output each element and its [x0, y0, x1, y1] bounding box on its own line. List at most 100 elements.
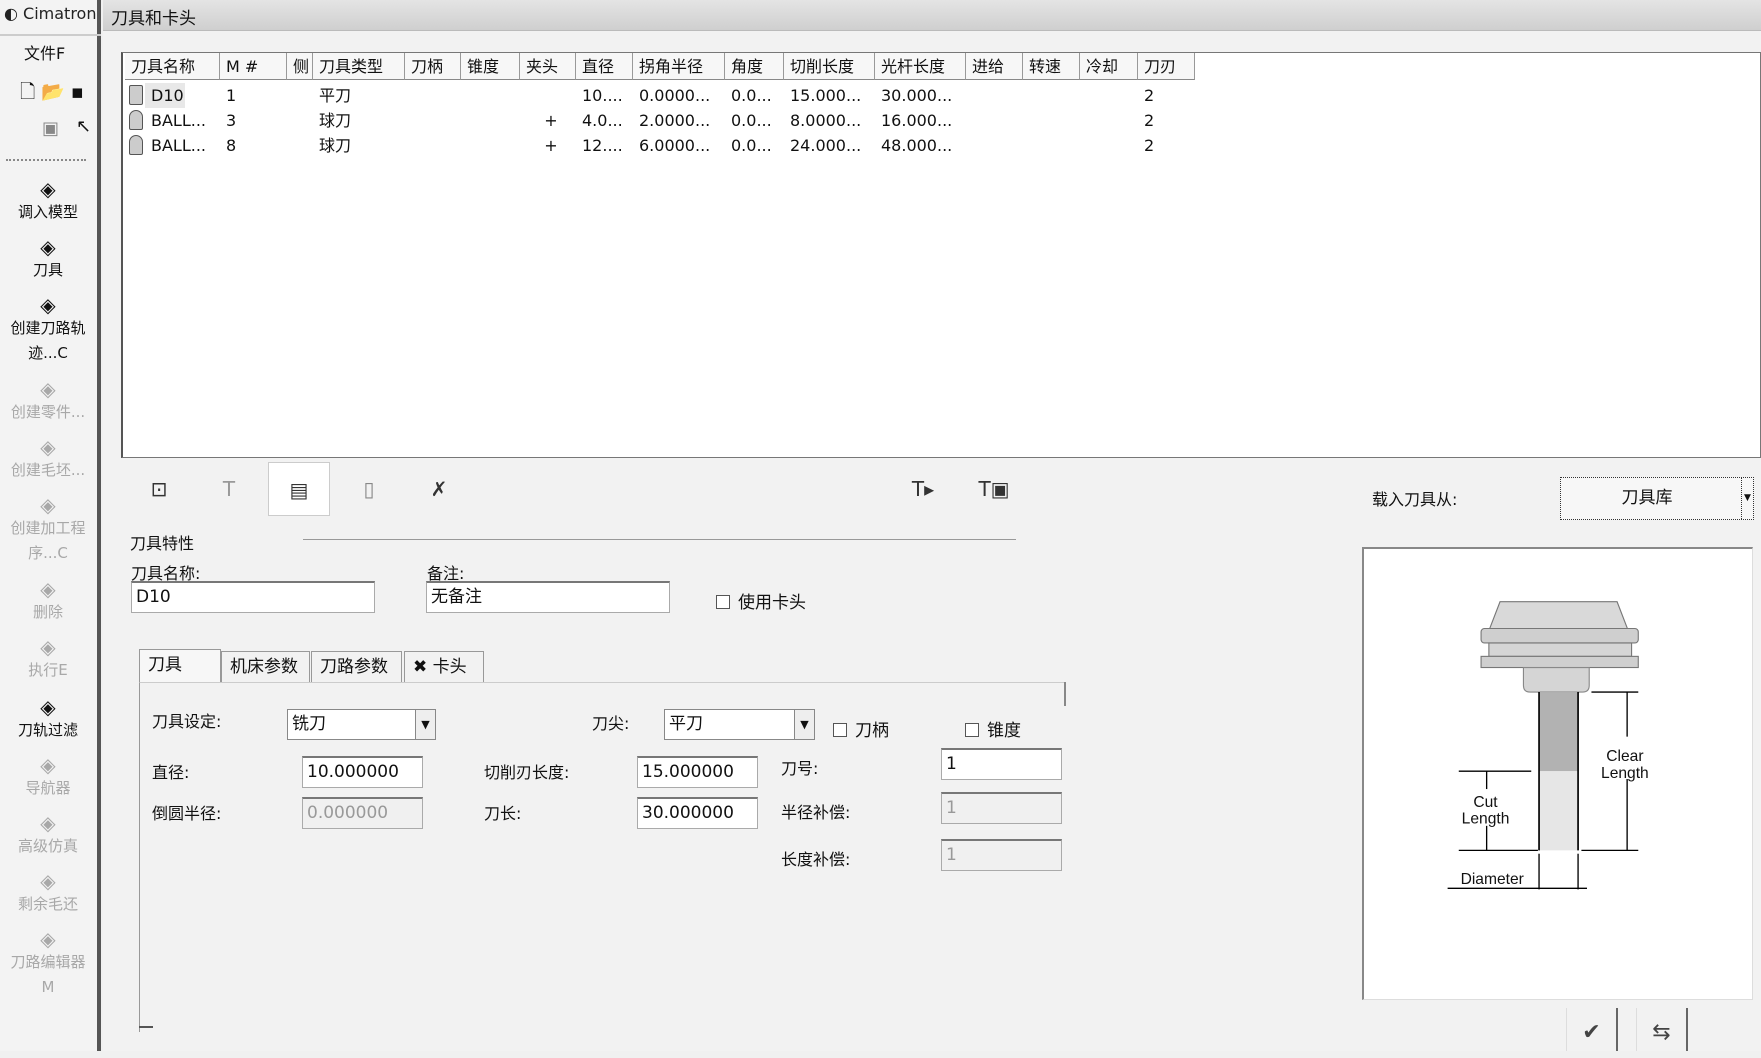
column-header[interactable]: 刀具类型 — [313, 53, 405, 80]
open-folder-icon[interactable]: 📂 — [41, 81, 71, 103]
tab-holder[interactable]: ✖ 卡头 — [404, 651, 484, 682]
tool-library-export-icon[interactable]: T▣ — [978, 477, 1010, 501]
taper-checkbox[interactable]: 锥度 — [965, 716, 1021, 741]
sidebar-item[interactable]: ◈ 删除 — [0, 578, 96, 625]
tab-machine-params[interactable]: 机床参数 — [221, 651, 310, 682]
corner-radius-input[interactable]: 0.000000 — [302, 797, 423, 829]
tool-holder-icon[interactable]: T — [222, 477, 236, 501]
column-header[interactable]: 冷却 — [1080, 53, 1138, 80]
sidebar-item-label: M — [41, 978, 55, 996]
tab-toolpath-params[interactable]: 刀路参数 — [311, 651, 402, 682]
save-icon[interactable]: ▪ — [70, 81, 90, 103]
sidebar-item[interactable]: ◈ 高级仿真 — [0, 812, 96, 859]
tool-setting-select[interactable]: 铣刀 ▼ — [287, 709, 436, 740]
holder-flange — [1480, 627, 1639, 644]
table-cell: 48.000... — [881, 136, 953, 155]
tip-label: 刀尖: — [592, 714, 630, 733]
diameter-input[interactable]: 10.000000 — [302, 756, 423, 788]
sidebar-item[interactable]: ◈ 剩余毛还 — [0, 870, 96, 917]
create-toolpath-icon: ◈ — [40, 293, 56, 317]
use-holder-checkbox[interactable]: 使用卡头 — [716, 588, 806, 613]
ball-mill-icon — [129, 135, 143, 155]
load-from-select[interactable]: 刀具库 ▼ — [1560, 477, 1754, 520]
tab-tool[interactable]: 刀具 — [139, 649, 221, 682]
column-header[interactable]: 拐角半径 — [633, 53, 725, 80]
table-cell: BALL... — [151, 136, 207, 155]
new-file-icon[interactable]: 🗋 — [20, 81, 42, 103]
sidebar-item[interactable]: ◈ 刀轨过滤 — [0, 696, 96, 743]
column-header[interactable]: 刀具名称 — [125, 53, 220, 80]
length-comp-label: 长度补偿: — [781, 850, 851, 869]
remaining-stock-icon: ◈ — [40, 869, 56, 893]
sidebar-item[interactable]: ◈ 刀具 — [0, 236, 96, 283]
chevron-down-icon: ▼ — [794, 710, 814, 739]
table-cell: 2.0000... — [639, 111, 711, 130]
table-cell: 0.0... — [731, 86, 772, 105]
diameter-label: 直径: — [152, 763, 190, 782]
radius-comp-input[interactable]: 1 — [941, 792, 1062, 824]
column-header[interactable]: M # — [220, 53, 287, 80]
tool-name-input[interactable]: D10 — [131, 581, 375, 613]
select-icon[interactable]: ▣ — [42, 118, 60, 139]
table-cell: BALL... — [151, 111, 207, 130]
table-cell: 30.000... — [881, 86, 953, 105]
column-header[interactable]: 切削长度 — [784, 53, 875, 80]
table-cell — [405, 108, 461, 133]
table-cell — [287, 108, 313, 133]
load-from-label: 载入刀具从: — [1372, 490, 1458, 509]
cut-length-label: Length — [1462, 811, 1510, 828]
note-input[interactable]: 无备注 — [426, 581, 670, 613]
column-header[interactable]: 进给 — [966, 53, 1023, 80]
tool-number-input[interactable]: 1 — [941, 748, 1062, 780]
column-header[interactable]: 侧 — [287, 53, 313, 80]
table-cell: 2 — [1144, 136, 1155, 155]
sidebar-item-label: 刀具 — [32, 261, 63, 279]
table-row[interactable]: BALL... 3 球刀 +4.0... 2.0000... 0.0... 8.0000..… — [123, 108, 1223, 133]
tool-length-input[interactable]: 30.000000 — [637, 797, 758, 829]
chevron-down-icon: ▼ — [415, 710, 435, 739]
import-icon[interactable]: ⊡ — [150, 477, 168, 501]
tool-setting-label: 刀具设定: — [152, 712, 222, 731]
delete-tool-icon[interactable]: ✗ — [430, 477, 448, 501]
sidebar-item[interactable]: ◈ 创建加工程 序...C — [0, 494, 96, 566]
column-header[interactable]: 夹头 — [520, 53, 576, 80]
table-cell — [1023, 83, 1080, 108]
cut-label: Cut — [1473, 794, 1498, 811]
pointer-icon[interactable]: ↖ — [76, 116, 92, 137]
table-cell: 2 — [1144, 111, 1155, 130]
ok-button[interactable]: ✔ — [1566, 1008, 1618, 1051]
tool-diagram-svg: Clear Length Cut Length Diameter — [1447, 601, 1649, 890]
sidebar-item[interactable]: ◈ 创建零件... — [0, 378, 96, 425]
section-title: 刀具特性 — [130, 534, 195, 553]
sidebar-item[interactable]: ◈ 创建毛坯... — [0, 436, 96, 483]
table-row[interactable]: D10 1 平刀 10.... 0.0000... 0.0... 15.000... 30.0… — [123, 83, 1223, 108]
navigator-icon: ◈ — [40, 753, 56, 777]
column-header[interactable]: 直径 — [576, 53, 633, 80]
column-header[interactable]: 刀柄 — [405, 53, 461, 80]
length-comp-input[interactable]: 1 — [941, 839, 1062, 871]
column-header[interactable]: 转速 — [1023, 53, 1080, 80]
table-cell — [1080, 133, 1138, 158]
column-header[interactable]: 锥度 — [461, 53, 520, 80]
column-header[interactable]: 光杆长度 — [875, 53, 966, 80]
table-cell — [1080, 108, 1138, 133]
cut-length-input[interactable]: 15.000000 — [637, 756, 758, 788]
sidebar-item[interactable]: ◈ 执行E — [0, 636, 96, 683]
table-row[interactable]: BALL... 8 球刀 +12.... 6.0000... 0.0... 24.000..… — [123, 133, 1223, 158]
apply-button[interactable]: ⇆ — [1636, 1008, 1688, 1051]
table-cell — [520, 83, 576, 108]
menu-file[interactable]: 文件F — [24, 44, 66, 63]
table-cell: 平刀 — [319, 86, 352, 105]
tip-select[interactable]: 平刀 ▼ — [664, 709, 815, 740]
sidebar-item[interactable]: ◈ 导航器 — [0, 754, 96, 801]
edit-tool-icon[interactable]: ▤ — [268, 462, 330, 516]
cylinder-icon[interactable]: ▯ — [363, 477, 375, 501]
shank-checkbox[interactable]: 刀柄 — [833, 716, 889, 741]
tool-length-label: 刀长: — [484, 804, 522, 823]
tool-export-icon[interactable]: T▸ — [911, 477, 935, 501]
column-header[interactable]: 刀刃 — [1138, 53, 1195, 80]
column-header[interactable]: 角度 — [725, 53, 784, 80]
sidebar-item[interactable]: ◈ 刀路编辑器 M — [0, 928, 96, 1000]
sidebar-item[interactable]: ◈ 调入模型 — [0, 178, 96, 225]
sidebar-item[interactable]: ◈ 创建刀路轨 迹...C — [0, 294, 96, 366]
